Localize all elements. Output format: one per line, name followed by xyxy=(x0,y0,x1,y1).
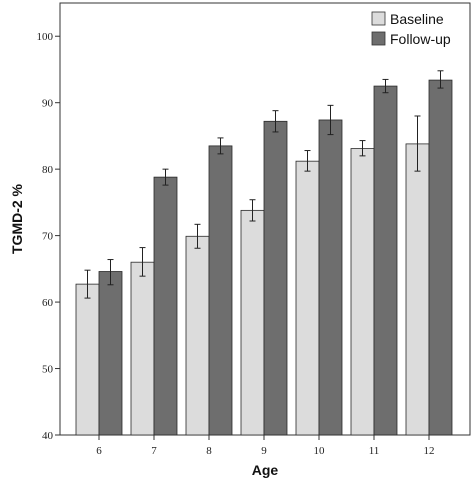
y-tick-label: 80 xyxy=(42,164,54,176)
error-bar-baseline-age-11 xyxy=(359,140,366,157)
y-tick-label: 60 xyxy=(42,297,54,309)
bar-baseline-age-8 xyxy=(185,235,210,436)
error-bar-follow-up-age-8 xyxy=(217,137,224,155)
y-tick-label: 100 xyxy=(37,31,54,43)
error-bar-baseline-age-9 xyxy=(249,199,256,222)
error-bar-follow-up-age-7 xyxy=(162,168,169,186)
x-tick-label: 9 xyxy=(261,445,267,457)
y-axis: 40 50 60 70 80 90 100 xyxy=(37,31,60,442)
error-bars xyxy=(84,70,444,299)
bar-baseline-age-6 xyxy=(75,283,100,436)
y-axis-title: TGMD-2 % xyxy=(9,183,25,254)
bars xyxy=(75,79,453,436)
x-axis: 6 7 8 9 10 11 12 xyxy=(96,435,435,457)
bar-baseline-age-11 xyxy=(350,148,375,436)
legend-label-follow-up: Follow-up xyxy=(390,31,451,47)
bar-baseline-age-7 xyxy=(130,261,155,436)
x-tick-label: 10 xyxy=(314,445,326,457)
legend: Baseline Follow-up xyxy=(371,11,451,47)
bar-follow-up-age-6 xyxy=(98,271,123,436)
legend-swatch-follow-up xyxy=(371,31,386,46)
x-tick-label: 12 xyxy=(424,445,435,457)
bar-baseline-age-10 xyxy=(295,160,320,436)
y-tick-label: 70 xyxy=(42,231,54,243)
error-bar-baseline-age-7 xyxy=(139,247,146,277)
error-bar-follow-up-age-6 xyxy=(107,259,114,286)
bar-baseline-age-9 xyxy=(240,209,265,436)
x-tick-label: 7 xyxy=(151,445,157,457)
legend-swatch-baseline xyxy=(371,11,386,26)
bar-follow-up-age-9 xyxy=(263,120,288,436)
x-tick-label: 11 xyxy=(369,445,380,457)
error-bar-follow-up-age-10 xyxy=(327,104,334,136)
error-bar-baseline-age-6 xyxy=(84,269,91,299)
error-bar-baseline-age-12 xyxy=(414,115,421,172)
error-bar-baseline-age-8 xyxy=(194,223,201,249)
y-tick-label: 50 xyxy=(42,364,54,376)
x-tick-label: 6 xyxy=(96,445,102,457)
x-axis-title: Age xyxy=(252,462,279,478)
y-tick-label: 40 xyxy=(42,430,54,442)
legend-label-baseline: Baseline xyxy=(390,11,444,27)
bar-follow-up-age-11 xyxy=(373,85,398,436)
error-bar-follow-up-age-11 xyxy=(382,78,389,94)
bar-follow-up-age-7 xyxy=(153,176,178,436)
bar-baseline-age-12 xyxy=(405,143,430,436)
error-bar-baseline-age-10 xyxy=(304,150,311,172)
x-tick-label: 8 xyxy=(206,445,212,457)
bar-follow-up-age-10 xyxy=(318,119,343,436)
y-tick-label: 90 xyxy=(42,98,54,110)
bar-follow-up-age-12 xyxy=(428,79,453,436)
error-bar-follow-up-age-9 xyxy=(272,110,279,133)
bar-follow-up-age-8 xyxy=(208,145,233,436)
error-bar-follow-up-age-12 xyxy=(437,70,444,89)
